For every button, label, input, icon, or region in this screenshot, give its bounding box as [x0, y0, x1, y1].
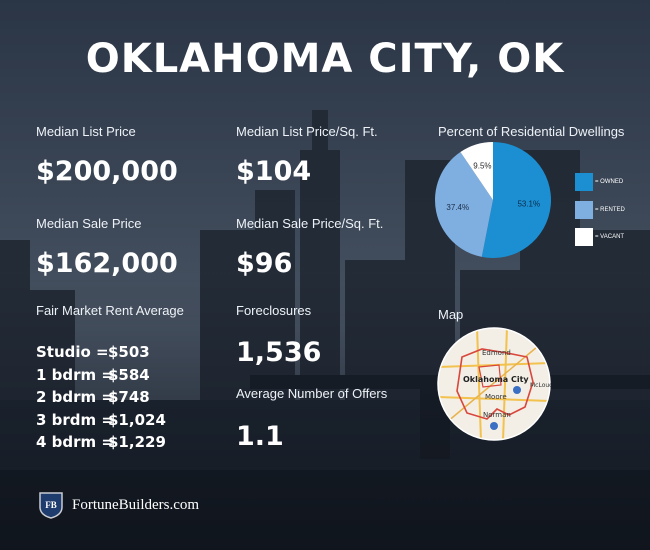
- foreclosures-value: 1,536: [236, 337, 322, 368]
- map-place-moore: Moore: [485, 393, 507, 401]
- median-list-price-value: $200,000: [36, 156, 178, 187]
- page-title: OKLAHOMA CITY, OK: [85, 36, 565, 82]
- avg-offers-label: Average Number of Offers: [236, 386, 388, 401]
- pie-slice-owned: [481, 142, 551, 258]
- map-place-norman: Norman: [483, 411, 511, 419]
- pie-slice-vacant: [460, 142, 493, 200]
- map-place-mcloud: McLoud: [530, 382, 551, 389]
- vacant-swatch: [575, 228, 593, 246]
- rent-row-key: 2 bdrm =: [36, 388, 114, 406]
- pie-data-label: 9.5%: [473, 162, 491, 171]
- pie-data-label: 37.4%: [446, 203, 469, 212]
- owned-legend-label: = OWNED: [595, 179, 624, 185]
- rent-row: 1 bdrm =$584: [36, 364, 166, 387]
- rent-row-value: $1,229: [108, 433, 166, 451]
- rent-row: Studio =$503: [36, 341, 166, 364]
- rented-legend-label: = RENTED: [595, 207, 625, 213]
- median-sale-price-label: Median Sale Price: [36, 216, 142, 231]
- rent-row: 3 brdm =$1,024: [36, 409, 166, 432]
- pie-chart: 53.1% 37.4% 9.5%: [435, 142, 551, 258]
- rent-row-value: $503: [108, 343, 150, 361]
- pie-data-label: 53.1%: [517, 199, 540, 208]
- median-list-price-sqft-value: $104: [236, 156, 312, 187]
- brand-name[interactable]: FortuneBuilders.com: [72, 497, 200, 513]
- rent-row: 4 bdrm =$1,229: [36, 431, 166, 454]
- median-list-price-label: Median List Price: [36, 124, 136, 139]
- rent-row: 2 bdrm =$748: [36, 386, 166, 409]
- legend-vacant: = VACANT: [575, 228, 624, 246]
- svg-text:FB: FB: [45, 500, 57, 510]
- vacant-legend-label: = VACANT: [595, 234, 625, 240]
- map-place-oklahoma-city: Oklahoma City: [463, 375, 529, 384]
- rent-list: Studio =$503 1 bdrm =$584 2 bdrm =$748 3 br…: [36, 341, 166, 454]
- rent-row-key: 1 bdrm =: [36, 365, 114, 384]
- rent-row-value: $748: [108, 388, 150, 406]
- legend-owned: = OWNED: [575, 173, 623, 191]
- median-sale-price-sqft-value: $96: [236, 248, 293, 279]
- rented-swatch: [575, 201, 593, 219]
- median-sale-price-sqft-label: Median Sale Price/Sq. Ft.: [236, 216, 384, 231]
- fortunebuilders-logo-icon[interactable]: FB: [38, 491, 64, 519]
- rent-row-key: 3 brdm =: [36, 410, 114, 429]
- median-list-price-sqft-label: Median List Price/Sq. Ft.: [236, 124, 378, 139]
- rent-row-value: $1,024: [108, 410, 166, 429]
- rent-row-key: 4 bdrm =: [36, 433, 114, 451]
- foreclosures-label: Foreclosures: [236, 303, 312, 318]
- fair-market-rent-label: Fair Market Rent Average: [36, 303, 184, 318]
- pie-slice-rented: [435, 152, 493, 257]
- map-circle[interactable]: Edmond Oklahoma City McLoud Moore Norman: [437, 327, 551, 441]
- avg-offers-value: 1.1: [236, 421, 284, 452]
- pie-chart-title: Percent of Residential Dwellings: [438, 124, 625, 139]
- legend-rented: = RENTED: [575, 201, 625, 219]
- owned-swatch: [575, 173, 593, 191]
- map-place-edmond: Edmond: [482, 349, 511, 357]
- rent-row-key: Studio =: [36, 343, 109, 361]
- rent-row-value: $584: [108, 365, 150, 384]
- map-label: Map: [438, 307, 464, 322]
- median-sale-price-value: $162,000: [36, 248, 178, 279]
